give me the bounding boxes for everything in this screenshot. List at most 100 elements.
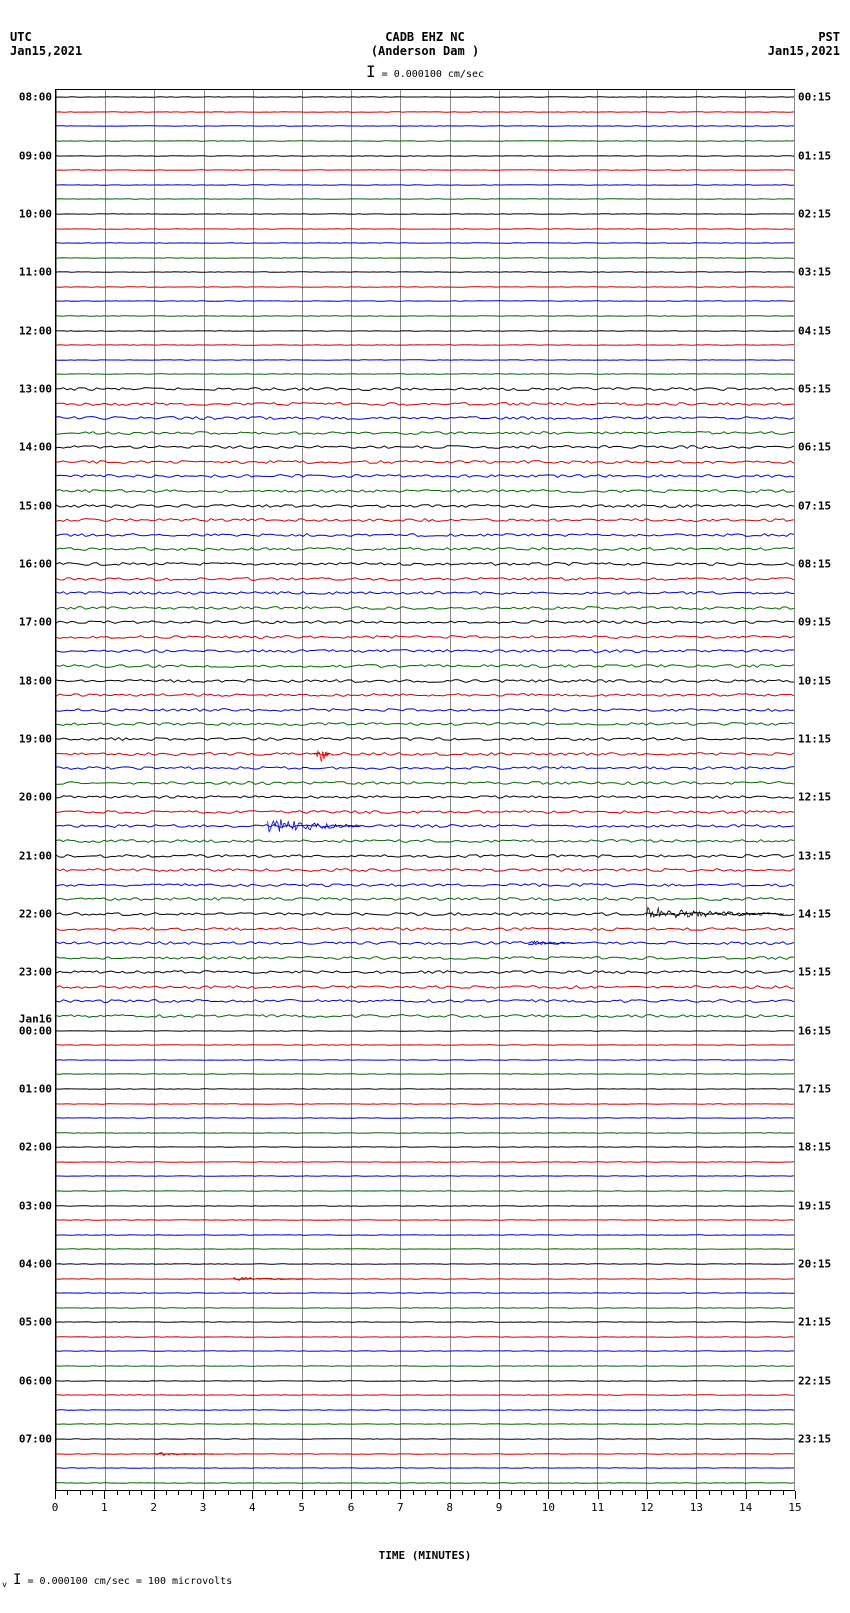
x-major-tick	[450, 1491, 451, 1499]
pst-hour-label: 11:15	[794, 732, 831, 745]
x-major-tick	[203, 1491, 204, 1499]
utc-hour-label: 03:00	[19, 1199, 56, 1212]
x-minor-tick	[733, 1491, 734, 1495]
x-major-tick	[104, 1491, 105, 1499]
pst-hour-label: 02:15	[794, 207, 831, 220]
pst-hour-label: 10:15	[794, 674, 831, 687]
x-minor-tick	[783, 1491, 784, 1495]
x-major-tick	[154, 1491, 155, 1499]
x-minor-tick	[610, 1491, 611, 1495]
utc-hour-label: 19:00	[19, 732, 56, 745]
x-minor-tick	[622, 1491, 623, 1495]
utc-hour-label: 07:00	[19, 1432, 56, 1445]
utc-hour-label: 18:00	[19, 674, 56, 687]
x-major-tick	[302, 1491, 303, 1499]
x-minor-tick	[474, 1491, 475, 1495]
x-minor-tick	[166, 1491, 167, 1495]
x-tick-label: 3	[200, 1501, 207, 1514]
x-tick-label: 6	[348, 1501, 355, 1514]
x-minor-tick	[376, 1491, 377, 1495]
pst-hour-label: 22:15	[794, 1374, 831, 1387]
x-minor-tick	[721, 1491, 722, 1495]
x-minor-tick	[339, 1491, 340, 1495]
x-minor-tick	[635, 1491, 636, 1495]
x-major-tick	[55, 1491, 56, 1499]
utc-hour-label: 17:00	[19, 616, 56, 629]
x-tick-label: 4	[249, 1501, 256, 1514]
utc-hour-label: 13:00	[19, 382, 56, 395]
x-major-tick	[696, 1491, 697, 1499]
x-tick-label: 14	[739, 1501, 752, 1514]
utc-hour-label: 22:00	[19, 907, 56, 920]
pst-hour-label: 07:15	[794, 499, 831, 512]
pst-hour-label: 18:15	[794, 1141, 831, 1154]
x-minor-tick	[240, 1491, 241, 1495]
pst-hour-label: 04:15	[794, 324, 831, 337]
pst-hour-label: 03:15	[794, 266, 831, 279]
utc-hour-label: 12:00	[19, 324, 56, 337]
pst-hour-label: 05:15	[794, 382, 831, 395]
x-minor-tick	[561, 1491, 562, 1495]
pst-hour-label: 15:15	[794, 966, 831, 979]
utc-hour-label: 21:00	[19, 849, 56, 862]
pst-hour-label: 19:15	[794, 1199, 831, 1212]
pst-hour-label: 06:15	[794, 441, 831, 454]
x-minor-tick	[536, 1491, 537, 1495]
pst-hour-label: 17:15	[794, 1082, 831, 1095]
x-minor-tick	[709, 1491, 710, 1495]
x-major-tick	[746, 1491, 747, 1499]
station-name: (Anderson Dam )	[0, 44, 850, 58]
x-major-tick	[351, 1491, 352, 1499]
x-minor-tick	[363, 1491, 364, 1495]
x-tick-label: 10	[542, 1501, 555, 1514]
x-minor-tick	[314, 1491, 315, 1495]
x-minor-tick	[117, 1491, 118, 1495]
x-minor-tick	[141, 1491, 142, 1495]
x-axis: 0123456789101112131415	[55, 1491, 795, 1521]
tz-left: UTC	[10, 30, 82, 44]
x-major-tick	[598, 1491, 599, 1499]
utc-hour-label: 20:00	[19, 791, 56, 804]
x-minor-tick	[215, 1491, 216, 1495]
tz-right: PST	[768, 30, 840, 44]
x-minor-tick	[462, 1491, 463, 1495]
pst-hour-label: 13:15	[794, 849, 831, 862]
date-left: Jan15,2021	[10, 44, 82, 58]
utc-hour-label: 09:00	[19, 149, 56, 162]
utc-hour-label: 11:00	[19, 266, 56, 279]
x-tick-label: 7	[397, 1501, 404, 1514]
x-minor-tick	[684, 1491, 685, 1495]
x-tick-label: 15	[788, 1501, 801, 1514]
x-tick-label: 0	[52, 1501, 59, 1514]
x-tick-label: 11	[591, 1501, 604, 1514]
utc-hour-label: 10:00	[19, 207, 56, 220]
footer-legend: v I = 0.000100 cm/sec = 100 microvolts	[0, 1562, 850, 1589]
utc-hour-label: 00:00	[19, 1024, 56, 1037]
x-minor-tick	[758, 1491, 759, 1495]
utc-hour-label: 06:00	[19, 1374, 56, 1387]
pst-hour-label: 21:15	[794, 1316, 831, 1329]
x-tick-label: 9	[496, 1501, 503, 1514]
scale-legend: I = 0.000100 cm/sec	[0, 58, 850, 85]
utc-hour-label: 23:00	[19, 966, 56, 979]
x-minor-tick	[388, 1491, 389, 1495]
x-tick-label: 2	[150, 1501, 157, 1514]
x-tick-label: 1	[101, 1501, 108, 1514]
x-major-tick	[400, 1491, 401, 1499]
x-major-tick	[647, 1491, 648, 1499]
pst-hour-label: 20:15	[794, 1257, 831, 1270]
pst-hour-label: 08:15	[794, 557, 831, 570]
pst-hour-label: 01:15	[794, 149, 831, 162]
utc-hour-label: 04:00	[19, 1257, 56, 1270]
utc-hour-label: 08:00	[19, 91, 56, 104]
x-tick-label: 5	[298, 1501, 305, 1514]
x-minor-tick	[178, 1491, 179, 1495]
x-major-tick	[499, 1491, 500, 1499]
x-minor-tick	[437, 1491, 438, 1495]
x-minor-tick	[191, 1491, 192, 1495]
utc-hour-label: 15:00	[19, 499, 56, 512]
x-minor-tick	[413, 1491, 414, 1495]
utc-hour-label: 02:00	[19, 1141, 56, 1154]
x-tick-label: 13	[690, 1501, 703, 1514]
pst-hour-label: 12:15	[794, 791, 831, 804]
